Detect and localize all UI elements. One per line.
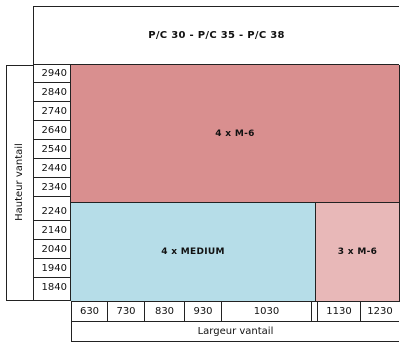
region-label: 3 x M-6 (337, 247, 378, 257)
x-axis-ticks: 630 730 830 930 1030 1130 1230 (71, 302, 399, 322)
x-tick-label: 730 (108, 302, 145, 321)
region-3xm6: 3 x M-6 (316, 203, 399, 301)
plot-bottom-border (71, 301, 400, 302)
y-tick-label: 2140 (34, 222, 71, 240)
x-tick-label: 1030 (222, 302, 312, 321)
y-tick-label: 2340 (34, 179, 71, 197)
y-tick-label: 2640 (34, 122, 71, 140)
x-tick-label: 830 (145, 302, 185, 321)
y-tick-label: 1940 (34, 260, 71, 278)
x-tick-label: 930 (185, 302, 222, 321)
y-tick-label: 2440 (34, 160, 71, 178)
y-tick-label: 2840 (34, 84, 71, 102)
region-label: 4 x MEDIUM (161, 247, 225, 257)
right-border (399, 65, 400, 302)
y-axis-ticks: 2940 2840 2740 2640 2540 2440 2340 2240 … (33, 65, 71, 301)
region-label: 4 x M-6 (215, 128, 255, 139)
y-axis-title-cell (6, 65, 33, 301)
y-axis-title: Hauteur vantail (14, 143, 25, 221)
x-tick-label: 630 (72, 302, 108, 321)
y-tick-label: 2240 (34, 203, 71, 221)
y-tick-label: 1840 (41, 282, 67, 293)
y-tick-label: 2540 (34, 141, 71, 159)
y-tick-label: 2040 (34, 241, 71, 259)
diagram-title: P/C 30 - P/C 35 - P/C 38 (33, 6, 399, 65)
y-tick-label: 2740 (34, 103, 71, 121)
region-4xmedium: 4 x MEDIUM (71, 203, 316, 301)
x-tick-label: 1230 (367, 306, 393, 317)
region-4xm6: 4 x M-6 (71, 65, 399, 203)
y-tick-label: 2940 (34, 65, 71, 83)
x-tick-label: 1130 (317, 302, 361, 321)
x-axis-title: Largeur vantail (71, 322, 399, 342)
